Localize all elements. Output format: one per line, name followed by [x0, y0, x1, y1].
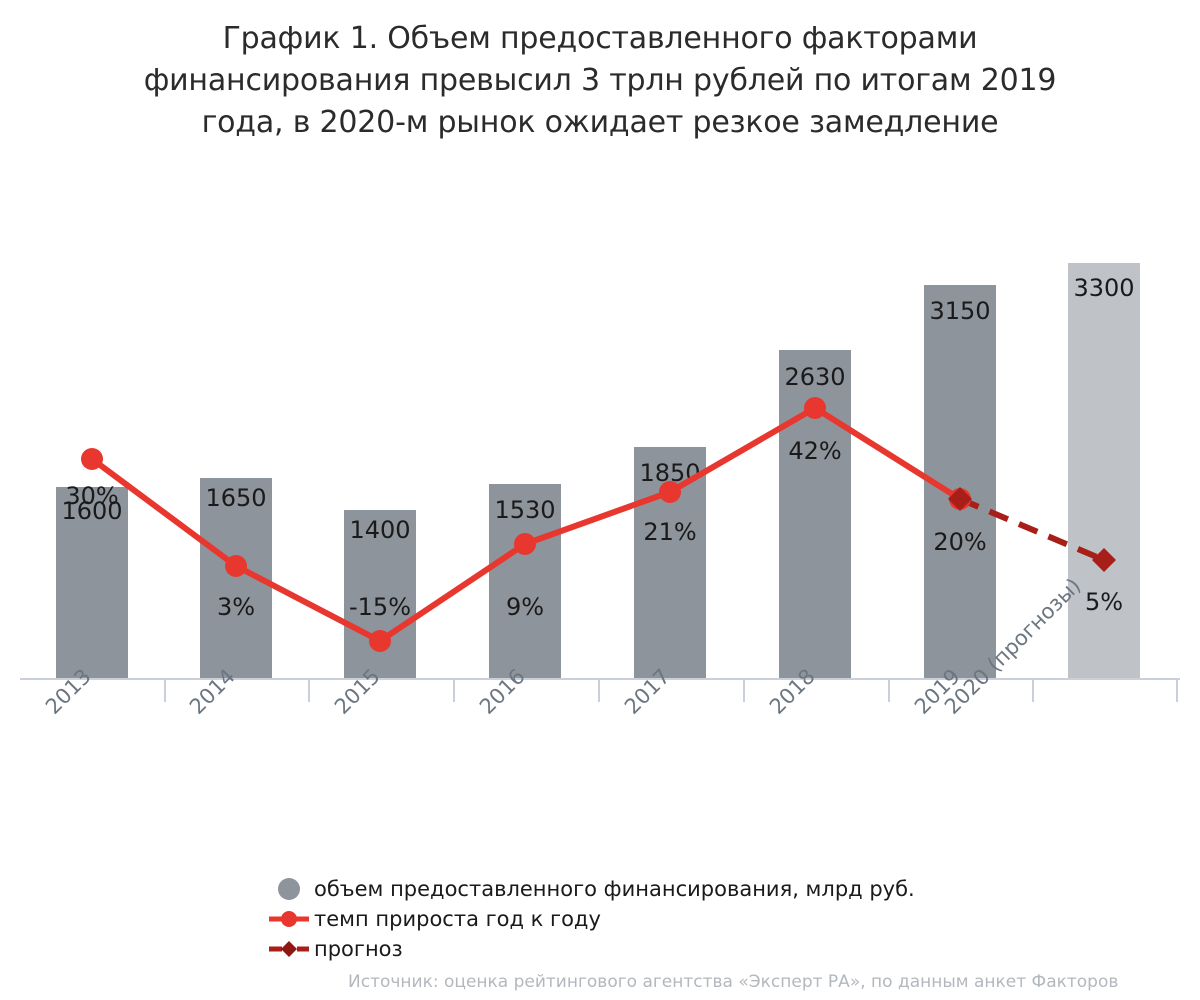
legend-label-volume: объем предоставленного финансирования, м…: [314, 877, 915, 901]
forecast-line-swatch-icon: [268, 938, 310, 960]
pct-label-2018: 42%: [788, 437, 842, 465]
legend-item-forecast[interactable]: прогноз: [268, 934, 915, 964]
x-axis-tick-2: [453, 680, 455, 702]
title-line-3: года, в 2020-м рынок ожидает резкое заме…: [201, 105, 999, 140]
pct-label-2013: 30%: [65, 482, 119, 510]
page-title: График 1. Объем предоставленного фактора…: [60, 18, 1140, 144]
bar-value-label-2020: 3300: [1073, 274, 1135, 302]
bar-value-label-2017: 1850: [639, 459, 701, 487]
x-axis-tick-3: [598, 680, 600, 702]
title-line-1: График 1. Объем предоставленного фактора…: [222, 21, 978, 56]
bar-value-label-2018: 2630: [784, 363, 846, 391]
pct-label-2020: 5%: [1084, 588, 1124, 616]
volume-swatch-icon: [268, 878, 310, 900]
legend-label-forecast: прогноз: [314, 937, 403, 961]
bar-2019[interactable]: [924, 285, 996, 678]
pct-label-2019: 20%: [933, 528, 987, 556]
x-axis-tick-7: [1176, 680, 1178, 702]
growth-marker-2013[interactable]: [81, 448, 103, 470]
chart-legend: объем предоставленного финансирования, м…: [268, 874, 915, 964]
x-axis-tick-6: [1032, 680, 1034, 702]
pct-label-2015: -15%: [348, 593, 412, 621]
x-axis-tick-0: [164, 680, 166, 702]
pct-label-2017: 21%: [643, 518, 697, 546]
source-note: Источник: оценка рейтингового агентства …: [348, 972, 1119, 992]
bar-2018[interactable]: [779, 350, 851, 678]
bar-value-label-2019: 3150: [929, 297, 991, 325]
x-axis-tick-5: [888, 680, 890, 702]
x-axis-line: [20, 678, 1180, 680]
growth-line-swatch-icon: [268, 908, 310, 930]
pct-label-2016: 9%: [505, 593, 545, 621]
bar-2020-forecast[interactable]: [1068, 263, 1140, 678]
pct-label-2014: 3%: [216, 593, 256, 621]
bar-value-label-2016: 1530: [494, 496, 556, 524]
legend-item-growth[interactable]: темп прироста год к году: [268, 904, 915, 934]
x-axis-tick-4: [743, 680, 745, 702]
legend-label-growth: темп прироста год к году: [314, 907, 601, 931]
x-axis-tick-1: [308, 680, 310, 702]
bar-value-label-2015: 1400: [349, 516, 411, 544]
legend-item-volume[interactable]: объем предоставленного финансирования, м…: [268, 874, 915, 904]
bar-value-label-2014: 1650: [205, 484, 267, 512]
title-line-2: финансирования превысил 3 трлн рублей по…: [143, 63, 1057, 98]
